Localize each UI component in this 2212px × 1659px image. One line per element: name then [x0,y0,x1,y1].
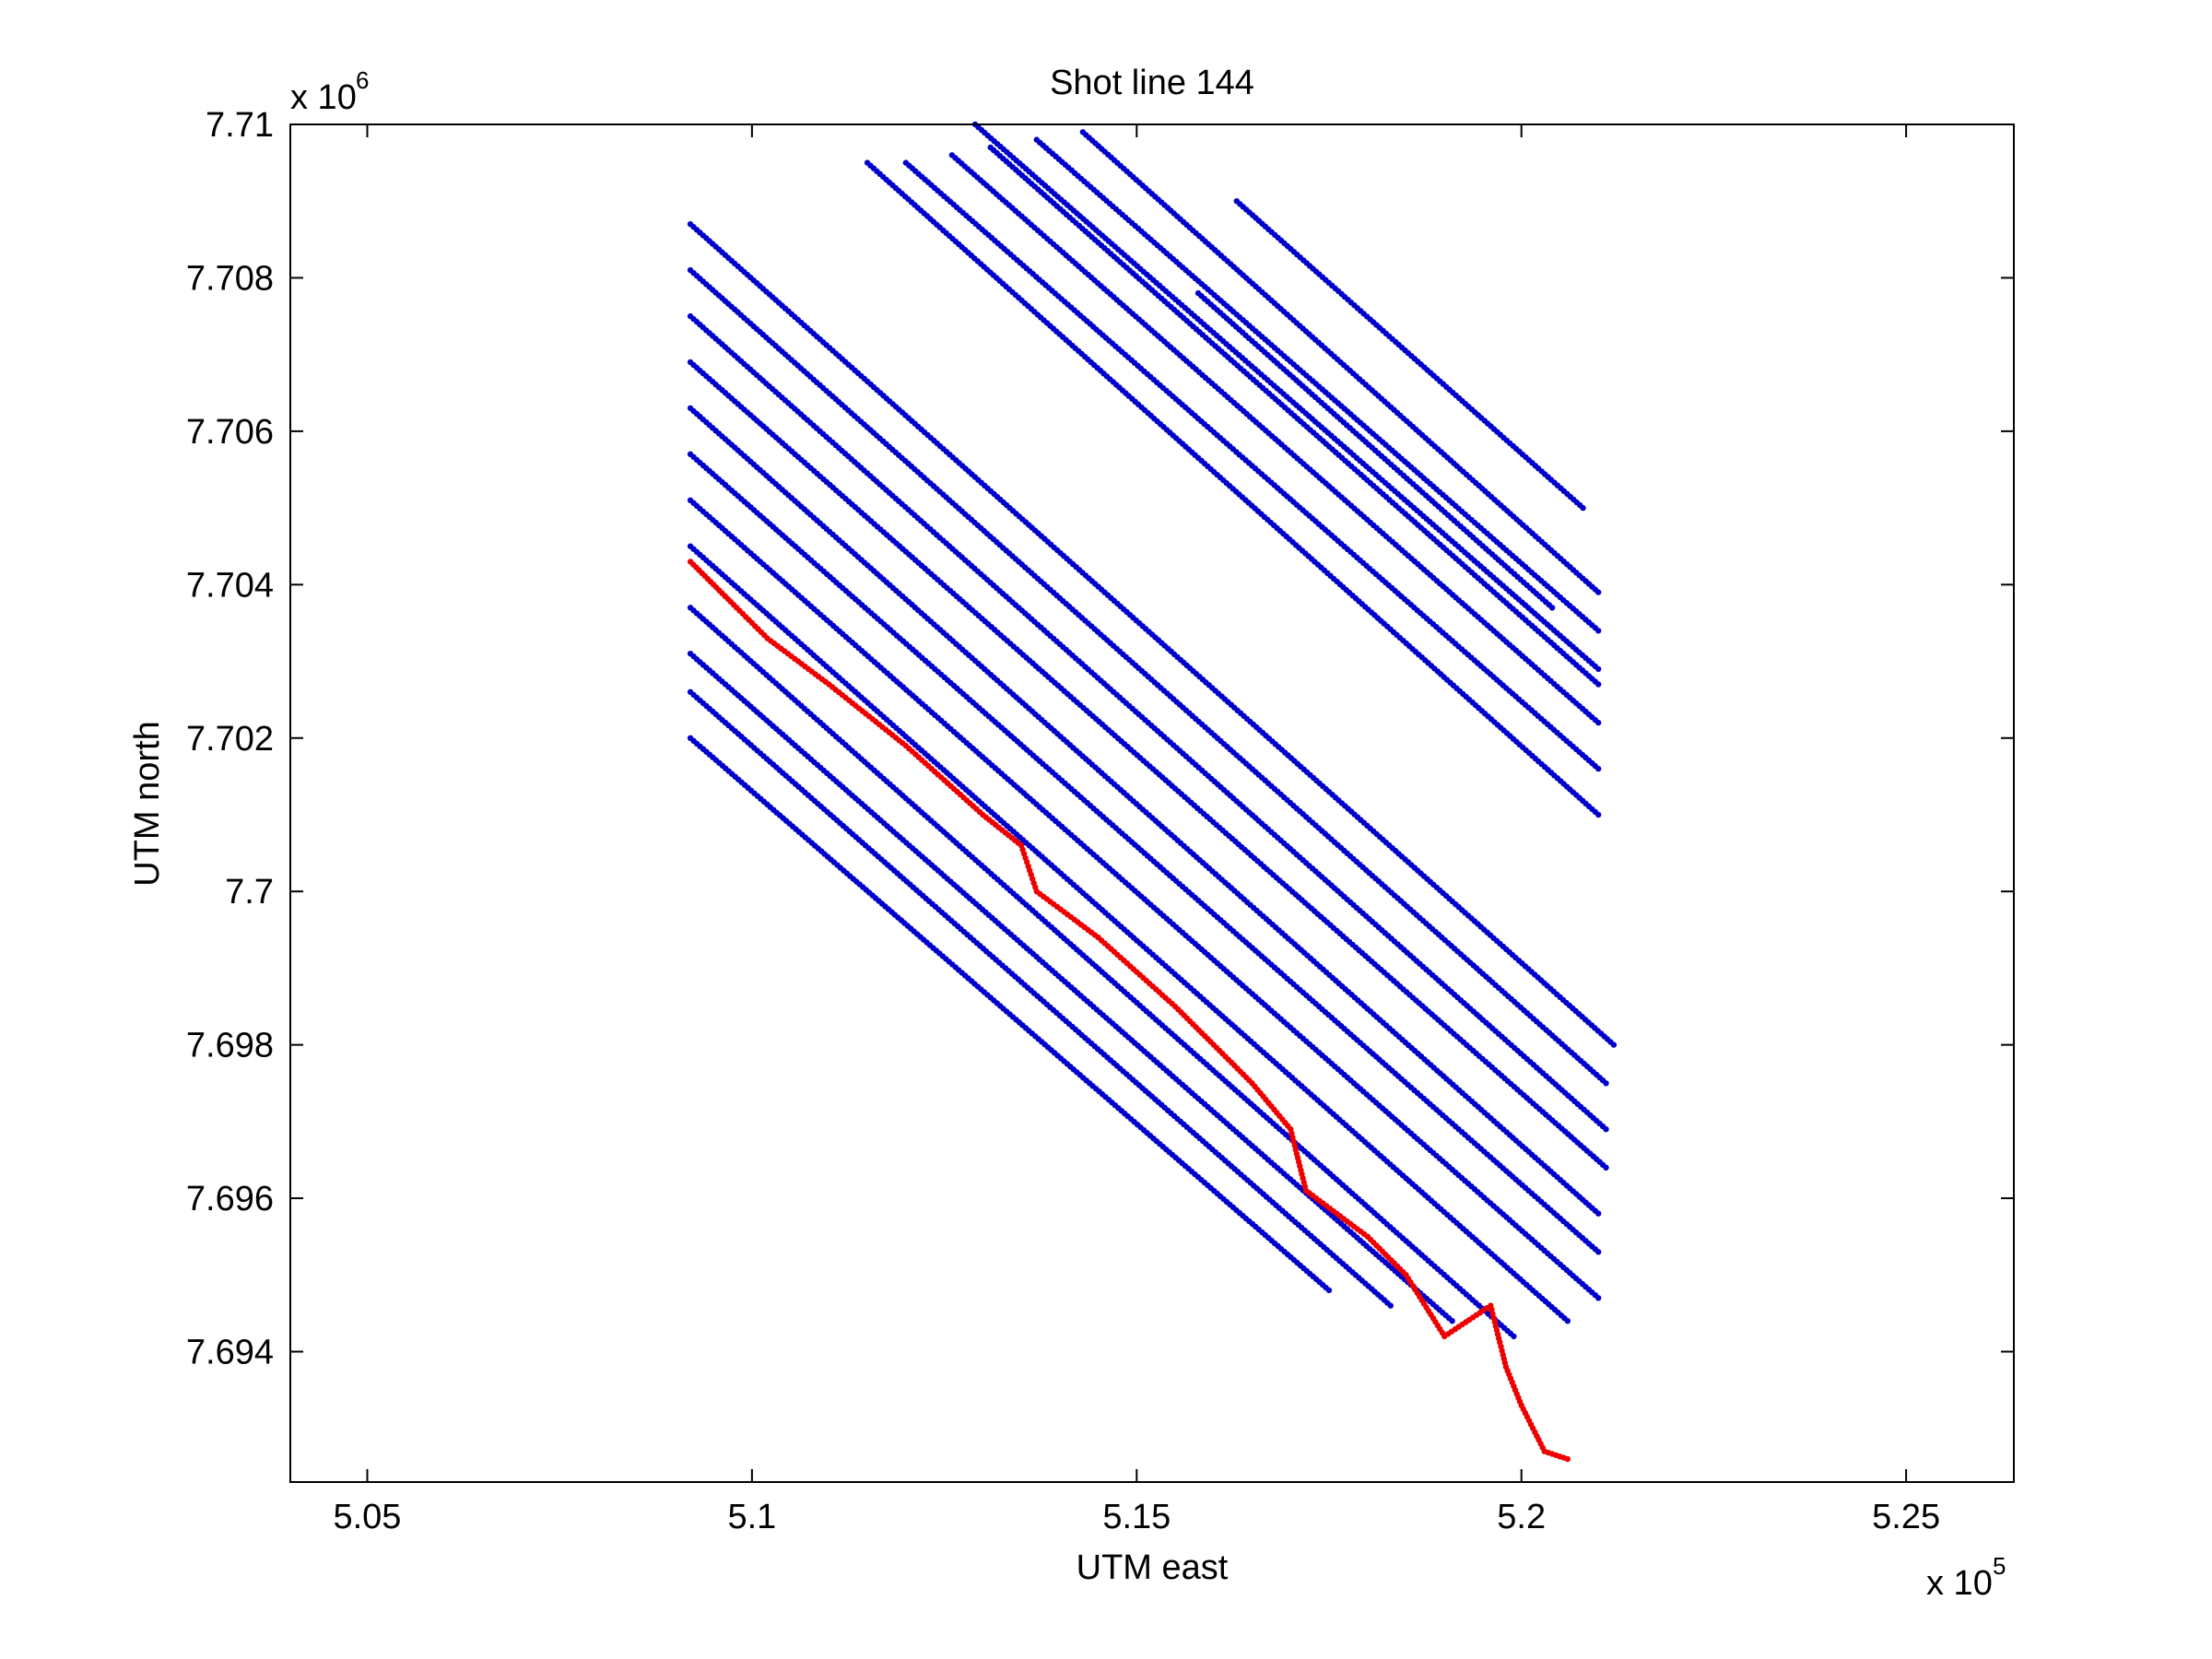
shot-point [1595,589,1602,595]
shot-point [1603,1080,1609,1087]
shot-point [1603,1126,1609,1133]
shot-point [1387,1302,1394,1309]
shot-point [1595,681,1602,688]
shot-line [687,221,1618,1048]
shot-line [687,266,1609,1087]
shot-point [1595,811,1602,818]
shot-point [1595,1249,1602,1255]
shot-point [1325,1287,1333,1294]
shot-point [1511,1333,1517,1340]
shot-line [687,451,1602,1255]
shot-point [1595,665,1602,673]
data-marks [687,121,1618,1463]
plot-area [290,124,2014,1482]
shot-line [687,497,1602,1301]
shot-lines-series [687,121,1618,1340]
shot-point [1595,765,1602,772]
shot-point [1564,1318,1571,1324]
shot-point [1610,1041,1618,1048]
shot-point [1548,605,1556,611]
shot-point [1595,1295,1602,1301]
shot-point [1580,504,1586,512]
shot-point [1603,1164,1609,1171]
shot-point [1595,1210,1602,1217]
shot-line [687,359,1609,1171]
shot-point [1449,1318,1455,1324]
shot-line [687,312,1609,1133]
shot-point [1595,719,1602,726]
shot-point [1595,628,1602,634]
shot-line [687,405,1602,1217]
